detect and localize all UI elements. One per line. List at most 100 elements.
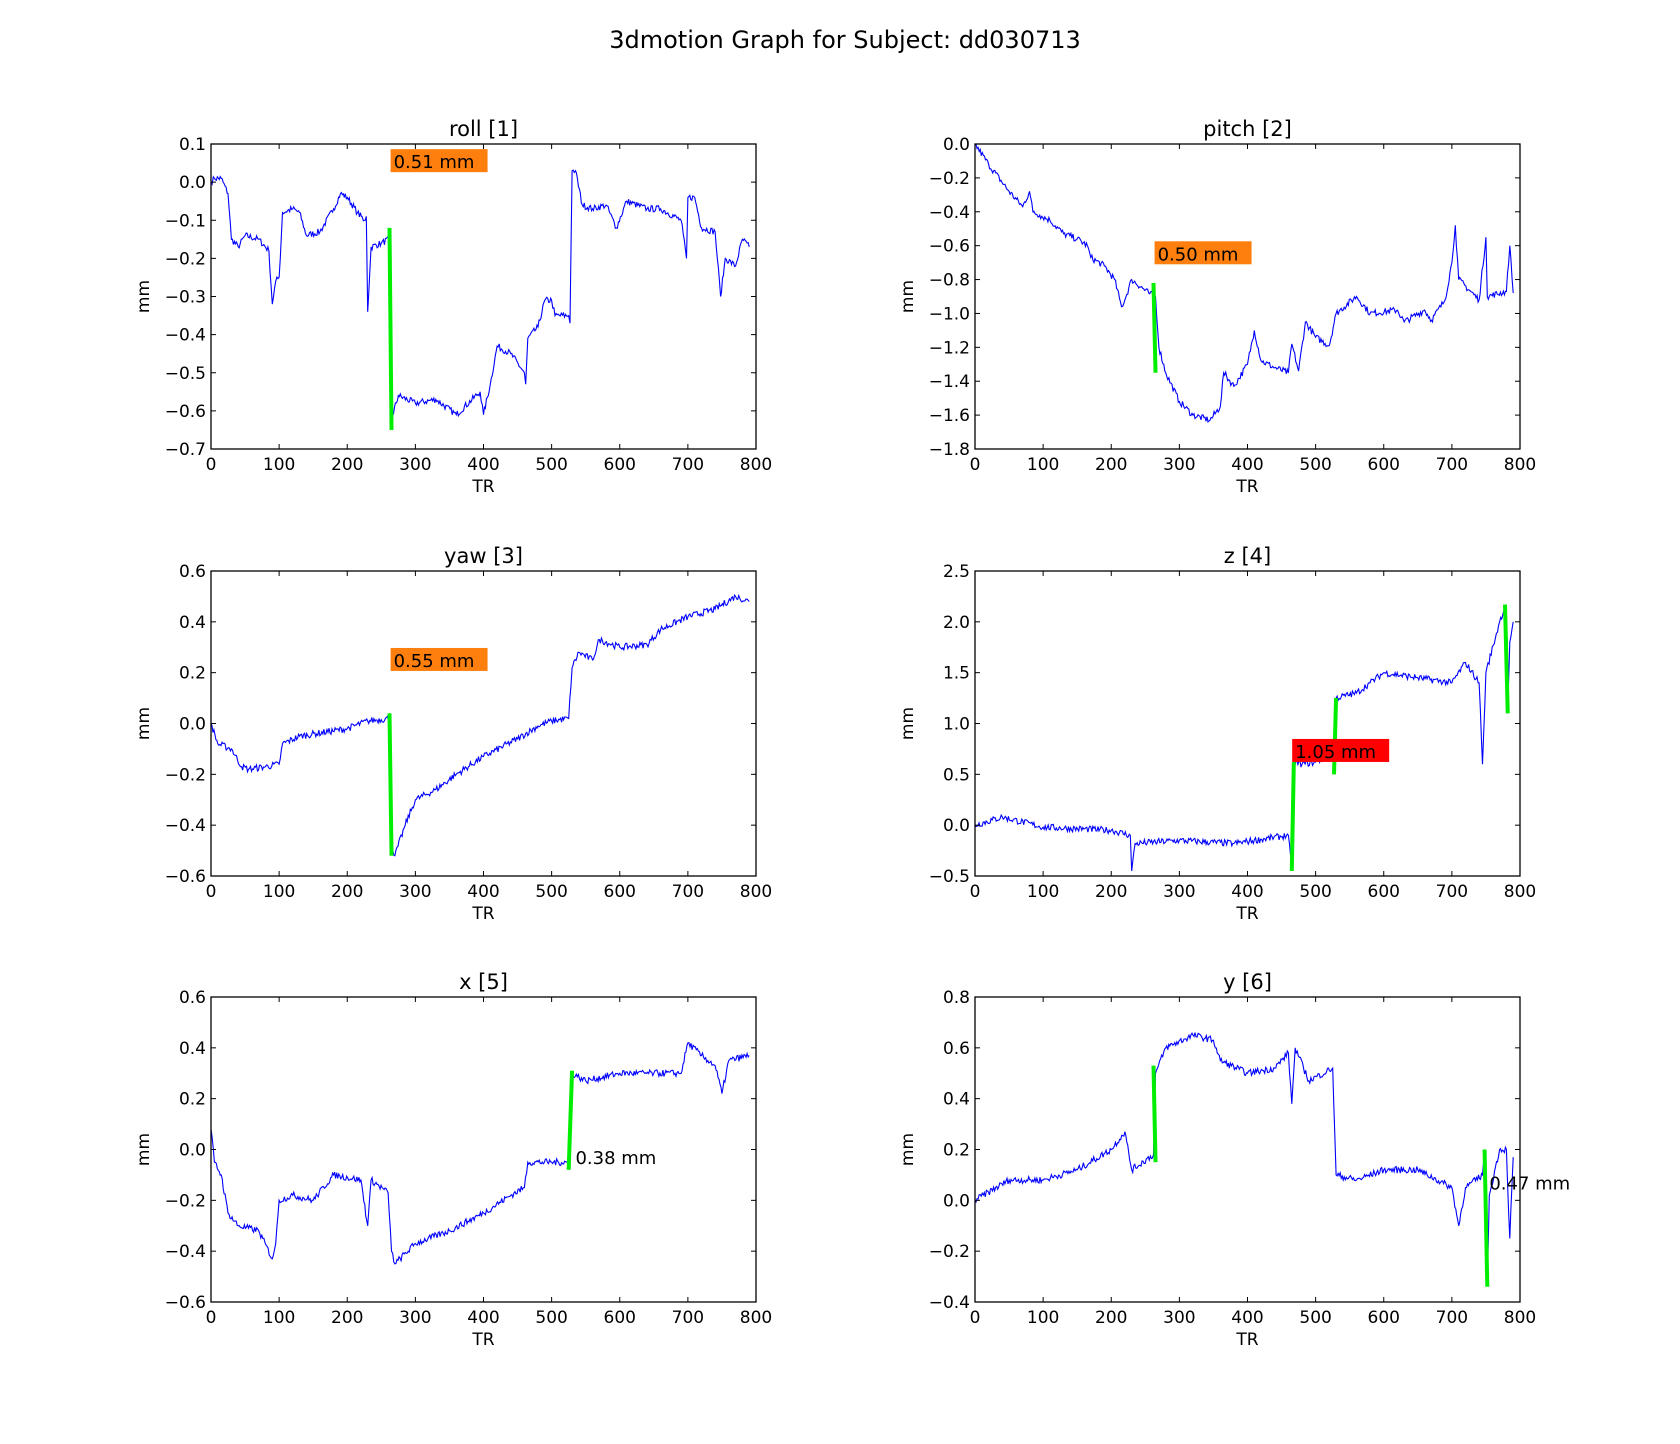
y-tick-label: −0.5 bbox=[929, 867, 970, 887]
x-tick-label: 100 bbox=[1027, 455, 1059, 475]
y-tick-label: −0.8 bbox=[929, 271, 970, 291]
y-tick-label: 0.8 bbox=[943, 988, 970, 1008]
subplot-6: y [6] 0.47 mm 0 100 200 300 400 500 600 700 800 0.8… bbox=[898, 970, 1570, 1350]
x-tick-label: 0 bbox=[970, 455, 981, 475]
y-tick-label: 1.5 bbox=[943, 664, 970, 684]
y-tick-label: −0.6 bbox=[165, 867, 206, 887]
x-tick-label: 600 bbox=[604, 1308, 636, 1328]
plot-area bbox=[211, 571, 756, 876]
y-axis-label: mm bbox=[898, 280, 918, 313]
x-tick-label: 500 bbox=[1299, 1308, 1331, 1328]
x-tick-label: 600 bbox=[1368, 455, 1400, 475]
subplot-title: roll [1] bbox=[449, 117, 518, 141]
displacement-highlight bbox=[387, 713, 394, 856]
x-tick-label: 200 bbox=[1095, 455, 1127, 475]
y-tick-label: −1.0 bbox=[929, 304, 970, 324]
displacement-annotation: 0.38 mm bbox=[575, 1148, 656, 1169]
x-tick-label: 100 bbox=[263, 882, 295, 902]
x-tick-label: 0 bbox=[206, 882, 217, 902]
x-tick-label: 700 bbox=[672, 1308, 704, 1328]
annotation-box bbox=[1292, 738, 1390, 762]
y-tick-label: 1.0 bbox=[943, 715, 970, 735]
y-tick-label: 0.6 bbox=[943, 1039, 970, 1059]
y-tick-label: −0.4 bbox=[929, 1293, 970, 1313]
y-tick-label: −0.2 bbox=[929, 1242, 970, 1262]
x-tick-label: 300 bbox=[1163, 882, 1195, 902]
y-tick-label: 2.5 bbox=[943, 562, 970, 582]
x-tick-label: 800 bbox=[1504, 882, 1536, 902]
y-tick-label: −0.2 bbox=[929, 169, 970, 189]
y-tick-label: 0.0 bbox=[179, 715, 206, 735]
x-tick-label: 500 bbox=[535, 882, 567, 902]
x-axis-label: TR bbox=[1235, 904, 1258, 924]
x-tick-label: 500 bbox=[1299, 882, 1331, 902]
annotation-box bbox=[1154, 241, 1252, 265]
displacement-highlight bbox=[387, 227, 394, 430]
x-tick-label: 0 bbox=[970, 1308, 981, 1328]
annotation-box bbox=[390, 149, 488, 173]
x-tick-label: 200 bbox=[1095, 1308, 1127, 1328]
plot-area bbox=[211, 997, 756, 1302]
x-tick-label: 700 bbox=[1436, 455, 1468, 475]
motion-trace bbox=[974, 143, 1514, 424]
x-tick-label: 400 bbox=[467, 455, 499, 475]
y-tick-label: 0.2 bbox=[179, 664, 206, 684]
y-tick-label: 0.4 bbox=[179, 613, 206, 633]
y-tick-label: −1.8 bbox=[929, 440, 970, 460]
y-tick-label: 0.2 bbox=[943, 1141, 970, 1161]
x-axis-label: TR bbox=[471, 477, 494, 497]
y-tick-label: −0.1 bbox=[165, 211, 206, 231]
motion-trace bbox=[210, 1041, 750, 1265]
x-axis-label: TR bbox=[1235, 1330, 1258, 1350]
displacement-highlight bbox=[1151, 282, 1158, 373]
y-tick-label: −0.6 bbox=[165, 1293, 206, 1313]
plot-area bbox=[975, 997, 1520, 1302]
motion-trace bbox=[210, 593, 750, 857]
x-tick-label: 400 bbox=[467, 882, 499, 902]
y-tick-label: 0.1 bbox=[179, 135, 206, 155]
y-tick-label: −0.6 bbox=[929, 237, 970, 257]
y-tick-label: 0.2 bbox=[179, 1090, 206, 1110]
displacement-annotation: 0.51 mm bbox=[394, 152, 475, 173]
motion-trace bbox=[210, 169, 750, 419]
y-tick-label: 0.0 bbox=[943, 135, 970, 155]
plot-area bbox=[975, 571, 1520, 876]
plot-area bbox=[211, 144, 756, 449]
x-tick-label: 300 bbox=[1163, 455, 1195, 475]
x-tick-label: 500 bbox=[535, 1308, 567, 1328]
y-axis-label: mm bbox=[134, 1133, 154, 1166]
y-tick-label: −0.4 bbox=[165, 1242, 206, 1262]
annotation-box bbox=[390, 647, 488, 671]
x-tick-label: 300 bbox=[399, 1308, 431, 1328]
subplot-title: y [6] bbox=[1223, 970, 1272, 994]
y-tick-label: −1.4 bbox=[929, 372, 970, 392]
subplot-title: x [5] bbox=[459, 970, 508, 994]
y-tick-label: 2.0 bbox=[943, 613, 970, 633]
y-tick-label: −0.7 bbox=[165, 440, 206, 460]
subplot-1: roll [1] 0.51 mm 0 100 200 300 400 500 600 700 800… bbox=[134, 117, 772, 497]
x-axis-label: TR bbox=[471, 904, 494, 924]
y-tick-label: 0.4 bbox=[179, 1039, 206, 1059]
x-tick-label: 0 bbox=[970, 882, 981, 902]
x-tick-label: 100 bbox=[263, 1308, 295, 1328]
displacement-highlight bbox=[1151, 1065, 1158, 1163]
x-tick-label: 300 bbox=[1163, 1308, 1195, 1328]
y-tick-label: 0.4 bbox=[943, 1090, 970, 1110]
y-tick-label: −0.4 bbox=[165, 816, 206, 836]
y-axis-label: mm bbox=[134, 280, 154, 313]
y-tick-label: −0.2 bbox=[165, 1191, 206, 1211]
x-tick-label: 800 bbox=[740, 1308, 772, 1328]
x-tick-label: 400 bbox=[467, 1308, 499, 1328]
x-tick-label: 600 bbox=[1368, 882, 1400, 902]
x-tick-label: 200 bbox=[331, 1308, 363, 1328]
x-tick-label: 700 bbox=[1436, 882, 1468, 902]
subplot-3: yaw [3] 0.55 mm 0 100 200 300 400 500 600 700 800 0… bbox=[134, 544, 772, 924]
displacement-highlight bbox=[566, 1070, 575, 1170]
x-tick-label: 300 bbox=[399, 455, 431, 475]
plot-area bbox=[975, 144, 1520, 449]
y-axis-label: mm bbox=[898, 707, 918, 740]
y-tick-label: 0.5 bbox=[943, 765, 970, 785]
x-tick-label: 100 bbox=[1027, 1308, 1059, 1328]
x-tick-label: 200 bbox=[1095, 882, 1127, 902]
x-tick-label: 200 bbox=[331, 455, 363, 475]
